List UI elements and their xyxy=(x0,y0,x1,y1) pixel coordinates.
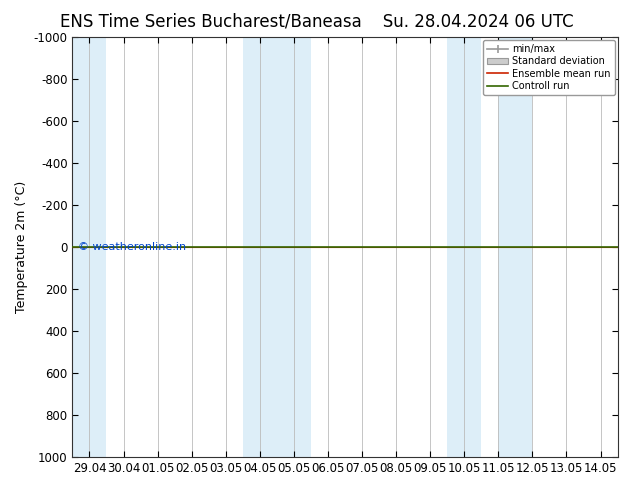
Bar xyxy=(72,37,107,457)
Y-axis label: Temperature 2m (°C): Temperature 2m (°C) xyxy=(15,181,28,313)
Bar xyxy=(243,37,311,457)
Bar xyxy=(498,37,533,457)
Bar xyxy=(447,37,481,457)
Text: ENS Time Series Bucharest/Baneasa    Su. 28.04.2024 06 UTC: ENS Time Series Bucharest/Baneasa Su. 28… xyxy=(60,12,574,30)
Legend: min/max, Standard deviation, Ensemble mean run, Controll run: min/max, Standard deviation, Ensemble me… xyxy=(483,40,615,95)
Text: © weatheronline.in: © weatheronline.in xyxy=(78,242,186,252)
